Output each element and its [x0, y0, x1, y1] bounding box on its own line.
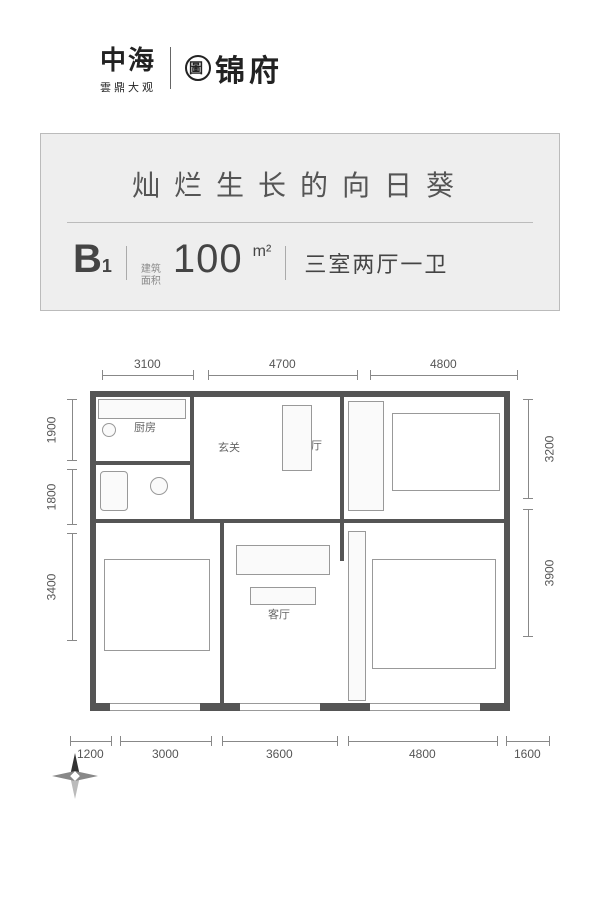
- slogan-box: 灿烂生长的向日葵 B1 建筑 面积 100 m² 三室两厅一卫: [40, 133, 560, 311]
- basin-icon: [150, 477, 168, 495]
- brand-left: 中海 雲鼎大观: [100, 40, 156, 95]
- dim-label: 3400: [44, 574, 58, 601]
- wall-h1: [90, 519, 510, 523]
- window-3: [370, 703, 480, 711]
- sofa: [236, 545, 330, 575]
- coffee-table: [250, 587, 316, 605]
- wall-v4: [220, 519, 224, 711]
- rooms-desc: 三室两厅一卫: [304, 247, 448, 279]
- dim-label: 3600: [266, 747, 293, 761]
- dim-label: 4800: [409, 747, 436, 761]
- compass-icon: [50, 751, 100, 801]
- dim-line: [528, 509, 529, 637]
- dim-line: [528, 399, 529, 499]
- dim-label: 4800: [430, 357, 457, 371]
- bed-bedroom2: [392, 413, 500, 491]
- dim-label: 3100: [134, 357, 161, 371]
- window-1: [110, 703, 200, 711]
- dim-line: [70, 741, 112, 742]
- wall-top: [90, 391, 510, 397]
- brand-subtitle: 雲鼎大观: [100, 79, 156, 95]
- spec-row: B1 建筑 面积 100 m² 三室两厅一卫: [67, 237, 533, 288]
- sink-icon: [102, 423, 116, 437]
- dim-line: [208, 375, 358, 376]
- dim-label: 1600: [514, 747, 541, 761]
- kitchen-counter: [98, 399, 186, 419]
- area-value: 100: [173, 237, 243, 282]
- bed-master: [372, 559, 496, 669]
- label-kitchen: 厨房: [134, 419, 156, 435]
- dim-label: 3900: [542, 560, 556, 587]
- bathtub: [100, 471, 128, 511]
- slogan-divider: [67, 222, 533, 223]
- slogan-text: 灿烂生长的向日葵: [67, 164, 533, 204]
- dim-line: [120, 741, 212, 742]
- wall-v1: [190, 391, 194, 521]
- dim-label: 3000: [152, 747, 179, 761]
- wall-left: [90, 391, 96, 711]
- spec-divider-1: [126, 246, 127, 280]
- brand-zhonghai: 中海: [100, 40, 156, 77]
- dim-label: 4700: [269, 357, 296, 371]
- unit-type: B1: [73, 237, 112, 282]
- brand-header: 中海 雲鼎大观 圖 锦府: [0, 0, 600, 115]
- dim-line: [370, 375, 518, 376]
- area-label: 建筑 面积: [141, 264, 163, 288]
- dim-line: [72, 533, 73, 641]
- area-unit: m²: [253, 243, 272, 261]
- dim-line: [222, 741, 338, 742]
- dining-table: [282, 405, 312, 471]
- wardrobe-1: [348, 401, 384, 511]
- page: 中海 雲鼎大观 圖 锦府 灿烂生长的向日葵 B1 建筑 面积 100 m² 三室…: [0, 0, 600, 900]
- window-2: [240, 703, 320, 711]
- dim-label: 3200: [542, 436, 556, 463]
- dim-label: 1800: [44, 484, 58, 511]
- brand-right: 圖 锦府: [185, 46, 283, 90]
- dim-line: [506, 741, 550, 742]
- spec-divider-2: [285, 246, 286, 280]
- brand-divider: [170, 47, 171, 89]
- brand-circle-icon: 圖: [185, 55, 211, 81]
- floor-plan: 310047004800 12003000360048001600 190018…: [30, 351, 570, 811]
- label-foyer: 玄关: [218, 439, 240, 455]
- dim-line: [72, 399, 73, 461]
- dim-label: 1900: [44, 417, 58, 444]
- label-living: 客厅: [268, 606, 290, 622]
- wall-v3: [340, 391, 344, 561]
- bed-bedroom3: [104, 559, 210, 651]
- wall-h2: [90, 461, 190, 465]
- wardrobe-master: [348, 531, 366, 701]
- dim-line: [102, 375, 194, 376]
- dim-line: [348, 741, 498, 742]
- plan-outline: 厨房 玄关 餐厅 次卧 次卧 客厅 主卧: [90, 391, 510, 711]
- wall-right: [504, 391, 510, 711]
- dim-line: [72, 469, 73, 525]
- brand-jinfu: 锦府: [215, 46, 283, 90]
